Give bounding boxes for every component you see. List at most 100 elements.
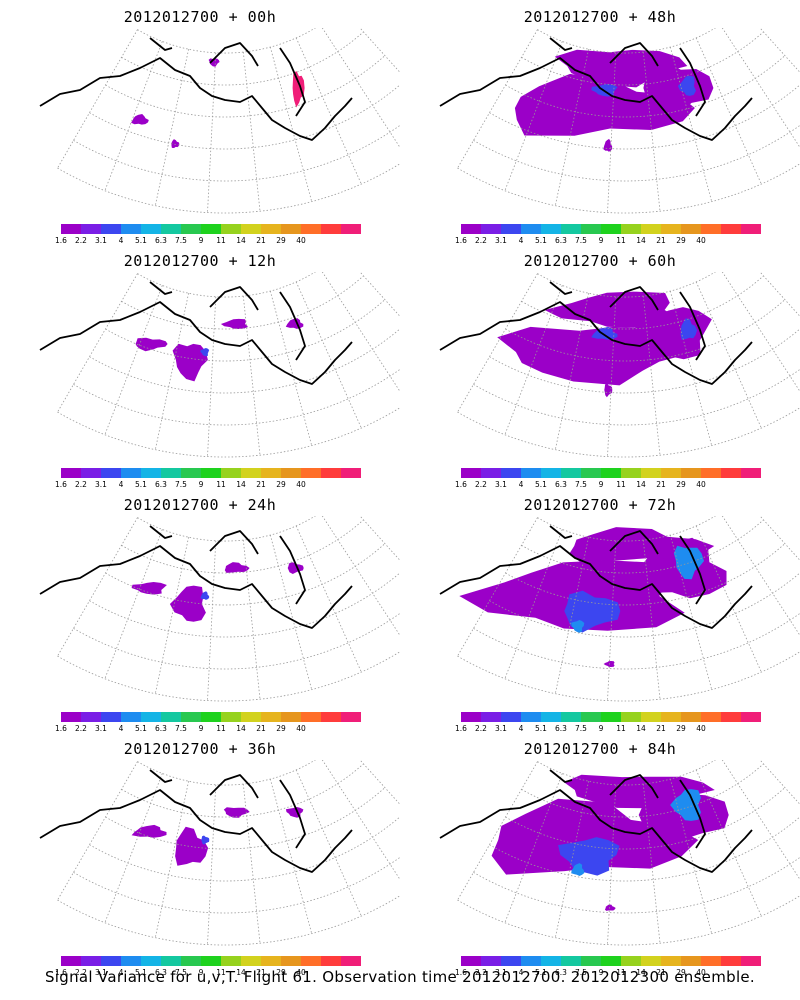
- colorbar-tick-label: 9: [198, 724, 204, 733]
- colorbar-segment: [561, 956, 581, 966]
- polar-map: [439, 516, 800, 702]
- colorbar-segment: [641, 712, 661, 722]
- colorbar-segment: [161, 224, 181, 234]
- colorbar-segment: [481, 956, 501, 966]
- colorbar-segment: [221, 468, 241, 478]
- colorbar-labels: 1.6 2.2 3.1 4 5.1 6.3 7.5 9 11 14 21 29 40: [455, 236, 761, 246]
- longitude-line: [669, 534, 713, 690]
- colorbar-segment: [201, 224, 221, 234]
- colorbar-segment: [161, 956, 181, 966]
- colorbar-tick-label: 1.6: [455, 236, 467, 245]
- longitude-line: [669, 778, 713, 934]
- colorbar-segment: [341, 712, 361, 722]
- colorbar-tick-label: 9: [198, 968, 204, 977]
- colorbar-tick-label: 40: [296, 236, 306, 245]
- colorbar-segment: [621, 712, 641, 722]
- colorbar-segment: [461, 224, 481, 234]
- colorbar-segment: [261, 468, 281, 478]
- colorbar-segment: [221, 956, 241, 966]
- colorbar-tick-label: 40: [296, 968, 306, 977]
- colorbar-segment: [241, 224, 261, 234]
- colorbar-tick-label: 3.1: [95, 724, 107, 733]
- colorbar-segment: [561, 468, 581, 478]
- colorbar-segment: [541, 712, 561, 722]
- colorbar: [61, 468, 361, 478]
- colorbar-tick-label: 14: [636, 480, 646, 489]
- colorbar-tick-label: 7.5: [575, 480, 587, 489]
- colorbar-tick-label: 14: [636, 236, 646, 245]
- polar-map: [39, 516, 400, 702]
- longitude-line: [642, 783, 661, 944]
- colorbar-segment: [521, 224, 541, 234]
- colorbar-segment: [721, 468, 741, 478]
- colorbar-tick-label: 6.3: [155, 480, 167, 489]
- longitude-line: [154, 293, 189, 450]
- colorbar-labels: 1.6 2.2 3.1 4 5.1 6.3 7.5 9 11 14 21 29 40: [455, 480, 761, 490]
- variance-region: [680, 318, 698, 340]
- colorbar-tick-label: 9: [198, 236, 204, 245]
- colorbar-tick-label: 6.3: [555, 480, 567, 489]
- latitude-line: [89, 572, 400, 638]
- colorbar-segment: [201, 712, 221, 722]
- colorbar-tick-label: 9: [598, 480, 604, 489]
- colorbar: [61, 224, 361, 234]
- longitude-line: [295, 37, 362, 185]
- colorbar-tick-label: 2.2: [75, 480, 87, 489]
- latitude-line: [457, 651, 800, 702]
- polar-map: [39, 272, 400, 458]
- longitude-line: [642, 295, 661, 456]
- panel-title: 2012012700 + 48h: [523, 8, 677, 26]
- colorbar-tick-label: 4: [518, 968, 524, 977]
- colorbar-segment: [601, 468, 621, 478]
- colorbar-segment: [61, 712, 81, 722]
- colorbar-segment: [681, 712, 701, 722]
- latitude-line: [73, 856, 400, 914]
- longitude-line: [242, 295, 261, 456]
- coastline: [439, 525, 753, 629]
- longitude-line: [642, 539, 661, 700]
- longitude-line: [359, 28, 400, 73]
- colorbar-segment: [621, 468, 641, 478]
- colorbar-tick-label: 7.5: [175, 724, 187, 733]
- colorbar-segment: [81, 468, 101, 478]
- colorbar-tick-label: 29: [676, 724, 686, 733]
- colorbar-segment: [741, 956, 761, 966]
- colorbar-tick-label: 1.6: [55, 724, 67, 733]
- colorbar-tick-label: 29: [276, 480, 286, 489]
- colorbar-segment: [121, 224, 141, 234]
- coastline: [439, 769, 753, 873]
- colorbar-tick-label: 3.1: [495, 480, 507, 489]
- colorbar-tick-label: 9: [598, 968, 604, 977]
- colorbar-tick-label: 29: [276, 968, 286, 977]
- variance-region: [131, 824, 167, 838]
- variance-shading: [459, 527, 727, 667]
- latitude-line: [57, 895, 400, 946]
- latitude-line: [473, 612, 800, 670]
- forecast-panel: 2012012700 + 24h 1.6 2.2 3.1 4 5.1 6.3 7.5 9 11 14…: [0, 488, 400, 733]
- latitude-line: [473, 124, 800, 182]
- colorbar-segment: [681, 468, 701, 478]
- longitude-line: [269, 778, 313, 934]
- colorbar-tick-label: 14: [236, 480, 246, 489]
- colorbar-segment: [281, 956, 301, 966]
- variance-region: [171, 139, 180, 148]
- colorbar-segment: [281, 712, 301, 722]
- variance-region: [200, 348, 210, 357]
- colorbar-tick-label: 11: [616, 480, 626, 489]
- colorbar-tick-label: 11: [216, 480, 226, 489]
- longitude-line: [154, 537, 189, 694]
- longitude-line: [269, 534, 313, 690]
- longitude-line: [759, 272, 800, 317]
- colorbar-tick-label: 40: [296, 480, 306, 489]
- colorbar-segment: [541, 468, 561, 478]
- variance-region: [131, 114, 149, 125]
- longitude-line: [269, 46, 313, 202]
- longitude-line: [759, 760, 800, 805]
- variance-region: [571, 620, 585, 633]
- latitude-line: [57, 407, 400, 458]
- variance-region: [285, 807, 304, 818]
- panel-title: 2012012700 + 84h: [523, 740, 677, 758]
- variance-shading: [131, 807, 304, 866]
- colorbar-segment: [341, 224, 361, 234]
- colorbar-tick-label: 2.2: [475, 480, 487, 489]
